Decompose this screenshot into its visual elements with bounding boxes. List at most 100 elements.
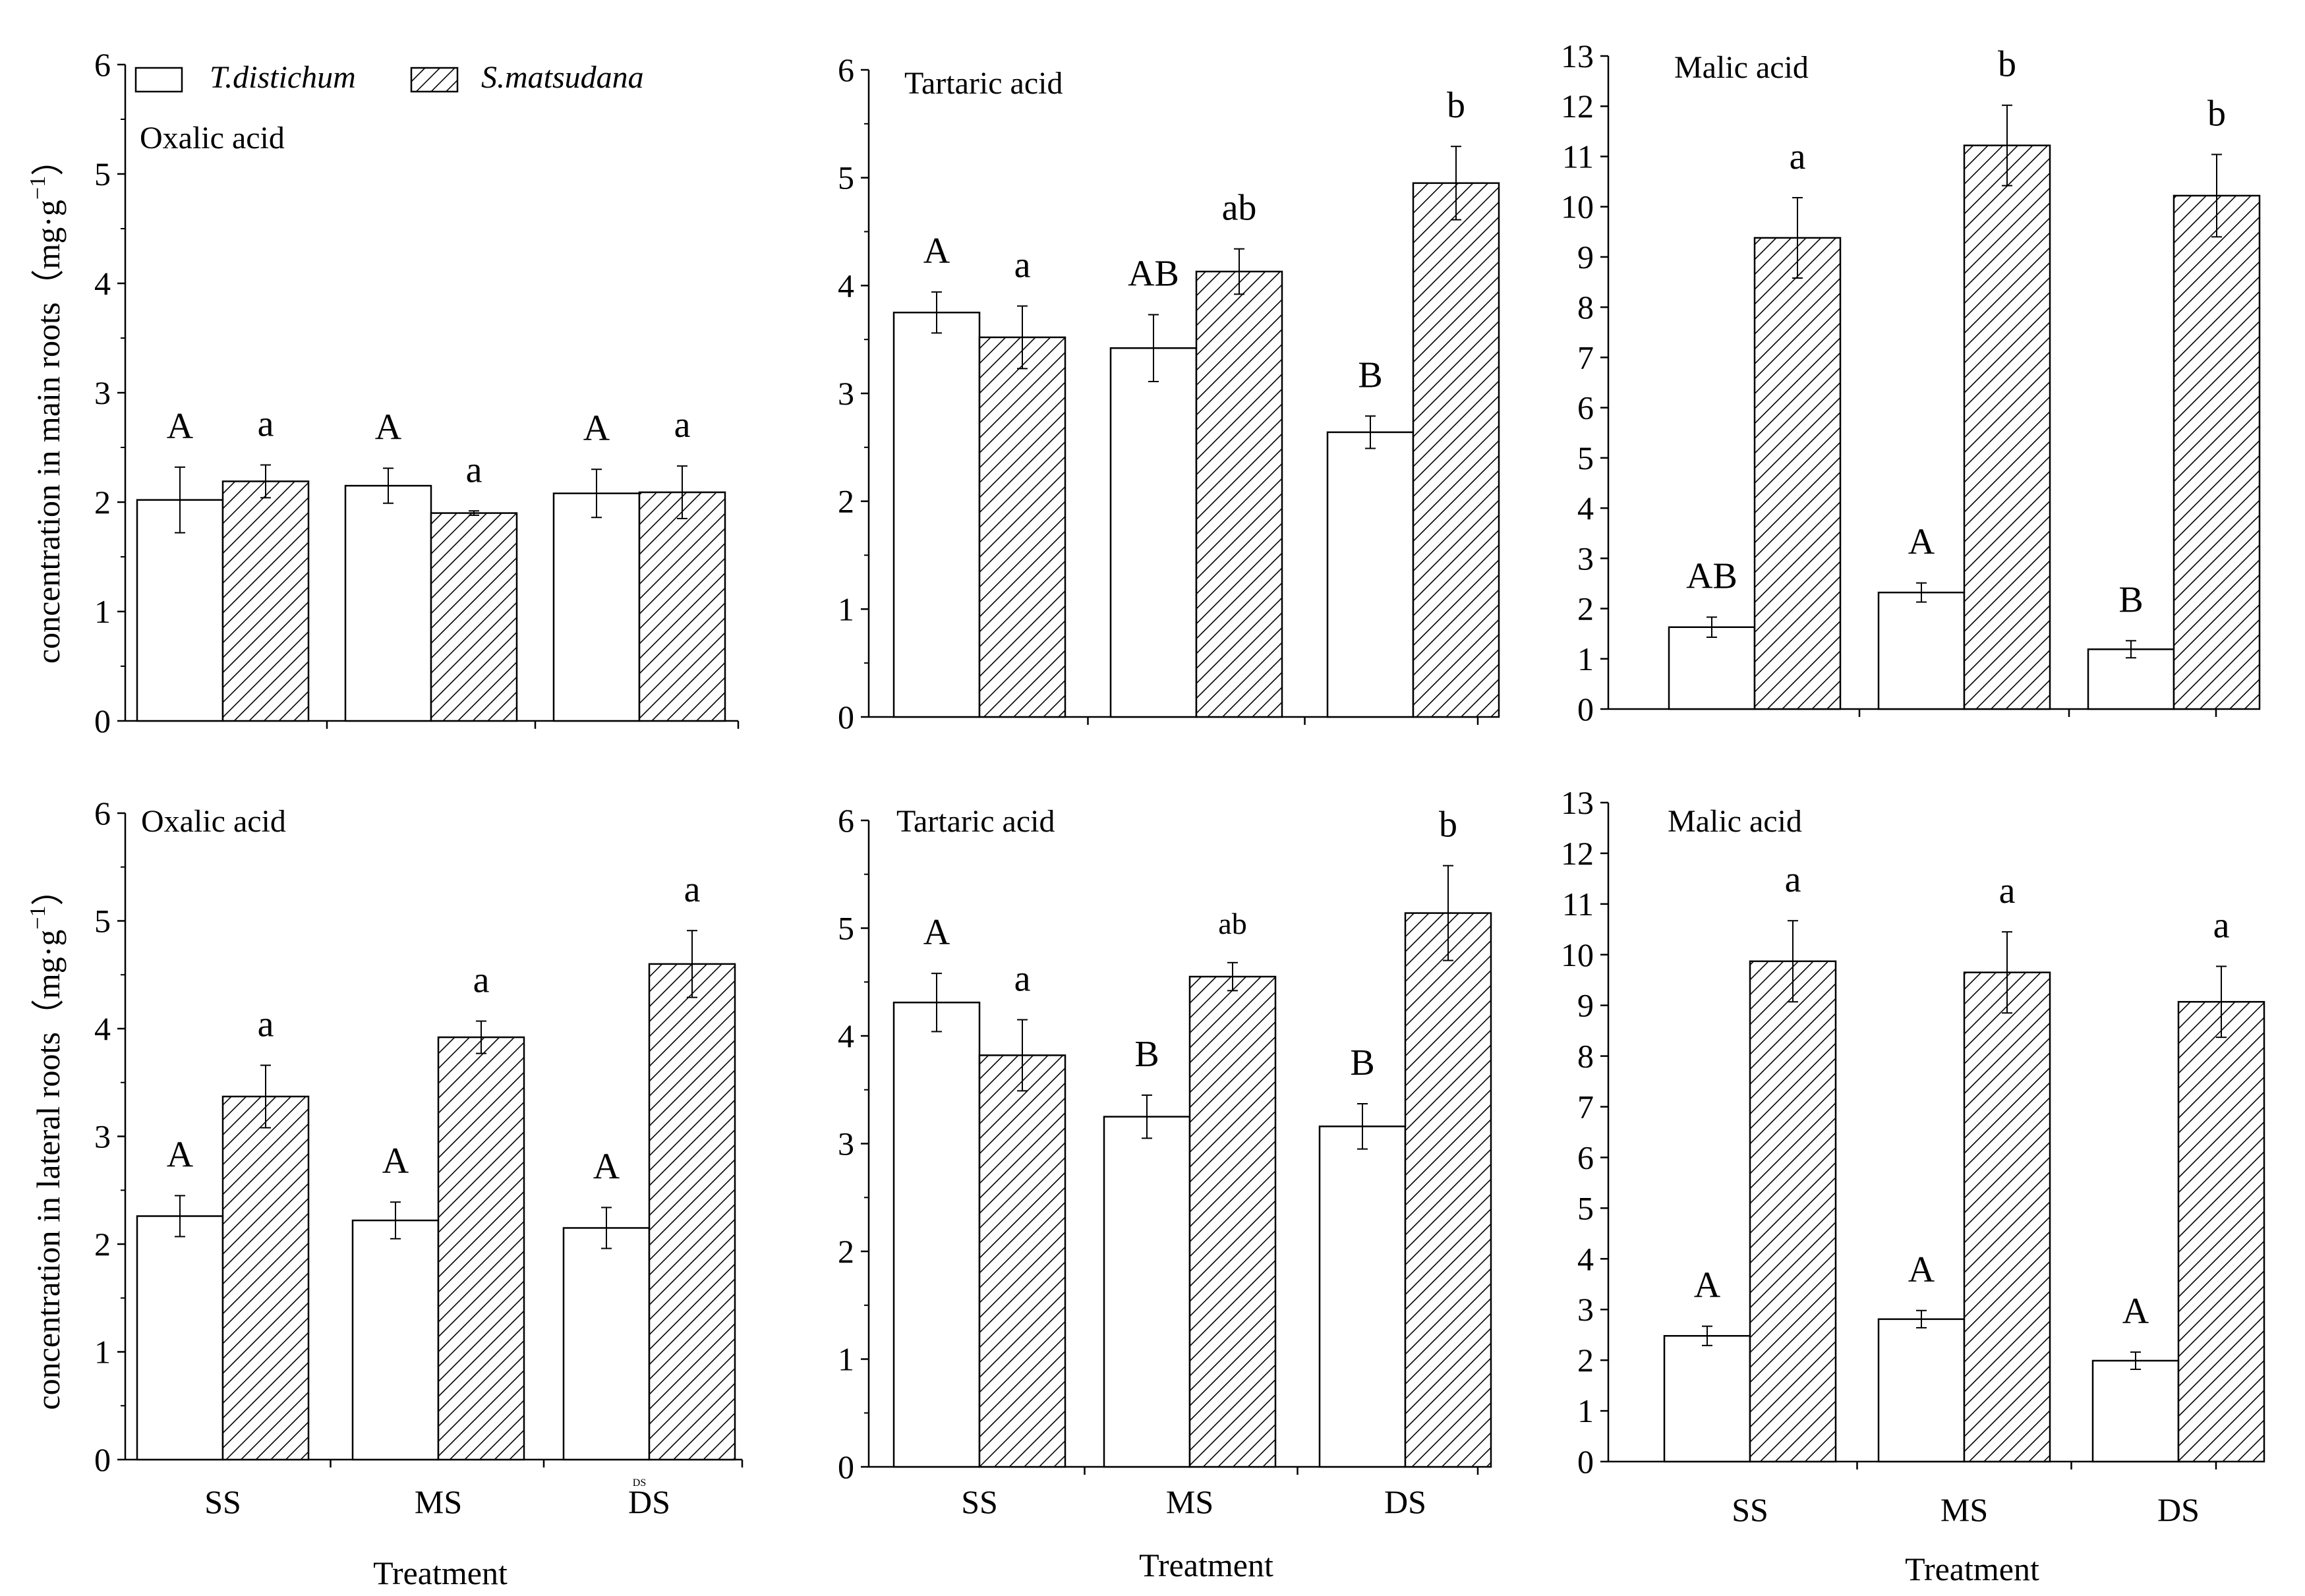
bar-t-distichum-ss	[136, 1215, 224, 1461]
significance-letter: AB	[1128, 254, 1179, 295]
x-tick-label-ds: DS	[2157, 1491, 2200, 1528]
significance-letter: a	[1785, 859, 1801, 900]
y-tick-label: 10	[1561, 188, 1594, 225]
x-tick-label-ds: DS	[628, 1483, 670, 1520]
bar-t-distichum-ds	[1318, 1126, 1407, 1468]
bar-s-matsudana-ds	[2173, 194, 2261, 710]
significance-letter: a	[258, 1004, 274, 1045]
y-axis-label-main-text: concentration in main roots（mg·g	[30, 200, 67, 664]
y-tick-label: 5	[1577, 1189, 1594, 1226]
y-axis-label-lateral-text: concentration in lateral roots（mg·g	[30, 930, 67, 1410]
bar-t-distichum-ss	[136, 499, 224, 722]
panel-title: Oxalic acid	[140, 121, 285, 156]
y-tick-label: 8	[1577, 289, 1594, 326]
significance-letter: a	[466, 449, 482, 490]
significance-letter: A	[923, 912, 950, 953]
significance-letter: a	[1014, 958, 1031, 999]
bar-t-distichum-ds	[2087, 648, 2175, 710]
significance-letter: a	[684, 869, 701, 910]
bar-s-matsudana-ds	[1404, 912, 1492, 1468]
bar-s-matsudana-ds	[638, 491, 726, 722]
y-tick-label: 1	[1577, 641, 1594, 677]
significance-letter: A	[923, 231, 950, 271]
panel-title: Malic acid	[1674, 50, 1809, 85]
x-axis-label-panel-5: Treatment	[1139, 1547, 1273, 1583]
significance-letter: a	[1014, 244, 1031, 285]
bar-s-matsudana-ss	[978, 1054, 1066, 1468]
y-tick-label: 4	[1577, 490, 1594, 527]
bar-t-distichum-ms	[351, 1219, 440, 1461]
bar-t-distichum-ds	[1326, 431, 1415, 718]
significance-letter: A	[2122, 1291, 2149, 1332]
significance-letter: B	[2118, 579, 2143, 620]
bar-t-distichum-ms	[1103, 1116, 1191, 1468]
x-tick-label-ms: MS	[415, 1483, 462, 1520]
chart-panel-5: 0 1 2 3 4 5 6 Tartaric acid SS MS DS A B Ba ab b	[838, 802, 1492, 1520]
y-tick-label: 4	[94, 1010, 111, 1047]
bar-s-matsudana-ss	[1749, 960, 1837, 1463]
significance-letter: A	[167, 1134, 194, 1175]
bar-s-matsudana-ss	[1753, 237, 1842, 710]
significance-letter: A	[583, 408, 610, 449]
y-tick-label: 3	[838, 375, 854, 412]
significance-letter: a	[2213, 905, 2230, 946]
bar-s-matsudana-ms	[437, 1036, 525, 1461]
bar-s-matsudana-ds	[2177, 1001, 2265, 1463]
legend-swatch-s-matsudana	[410, 67, 459, 93]
y-axis-label-lateral-close: ）	[30, 872, 67, 905]
legend-label-t-distichum: T.distichum	[210, 60, 356, 95]
y-tick-label: 2	[1577, 590, 1594, 627]
y-tick-label: 6	[838, 802, 854, 839]
significance-letter: A	[593, 1146, 620, 1187]
significance-letter: ab	[1222, 188, 1257, 229]
bar-s-matsudana-ds	[1412, 182, 1500, 718]
legend-swatch-t-distichum	[134, 67, 183, 93]
x-tick-label-ss: SS	[961, 1483, 998, 1520]
bar-t-distichum-ds	[552, 492, 641, 722]
y-tick-label: 4	[1577, 1240, 1594, 1277]
significance-letter: a	[1790, 136, 1806, 177]
y-tick-label: 13	[1561, 784, 1594, 821]
y-tick-label: 0	[94, 1441, 111, 1478]
y-tick-label: 3	[1577, 1291, 1594, 1328]
significance-letter: A	[1694, 1265, 1721, 1306]
x-tick-label-ms: MS	[1166, 1483, 1213, 1520]
significance-letter: b	[2207, 93, 2226, 134]
bar-s-matsudana-ss	[221, 1095, 310, 1461]
y-axis-label-lateral-roots: concentration in lateral roots（mg·g−1）	[26, 872, 67, 1410]
y-tick-label: 0	[838, 1448, 854, 1485]
chart-panel-1: 0 1 2 3 4 5 6 Oxalic acid A A Aa a a	[94, 46, 740, 739]
x-tick-label-ms: MS	[1940, 1491, 1988, 1528]
y-tick-label: 2	[1577, 1342, 1594, 1379]
bar-t-distichum-ss	[892, 312, 981, 718]
y-tick-label: 2	[94, 1226, 111, 1263]
y-tick-label: 6	[838, 51, 854, 88]
bar-s-matsudana-ms	[1963, 144, 2051, 710]
bar-t-distichum-ms	[1109, 347, 1198, 718]
y-axis-label-main-sup: −1	[26, 176, 50, 200]
y-tick-label: 5	[1577, 440, 1594, 476]
x-tick-label-ss: SS	[204, 1483, 241, 1520]
y-tick-label: 1	[838, 590, 854, 627]
y-tick-label: 13	[1561, 38, 1594, 74]
y-tick-label: 11	[1562, 138, 1594, 175]
y-tick-label: 6	[1577, 389, 1594, 426]
bar-s-matsudana-ss	[978, 336, 1066, 718]
significance-letter: AB	[1686, 556, 1737, 596]
y-tick-label: 0	[94, 702, 111, 739]
x-tick-label-ds: DS	[1384, 1483, 1426, 1520]
x-tick-label-ss: SS	[1732, 1491, 1768, 1528]
panel-title: Tartaric acid	[904, 66, 1063, 101]
bar-s-matsudana-ms	[1963, 971, 2051, 1463]
significance-letter: ab	[1218, 907, 1246, 940]
y-tick-label: 3	[94, 1118, 111, 1155]
significance-letter: b	[1439, 805, 1457, 845]
y-axis-label-lateral-sup: −1	[26, 905, 50, 929]
y-tick-label: 1	[838, 1341, 854, 1378]
y-tick-label: 1	[1577, 1392, 1594, 1429]
y-tick-label: 9	[1577, 239, 1594, 275]
y-tick-label: 1	[94, 593, 111, 630]
y-tick-label: 11	[1562, 886, 1594, 923]
